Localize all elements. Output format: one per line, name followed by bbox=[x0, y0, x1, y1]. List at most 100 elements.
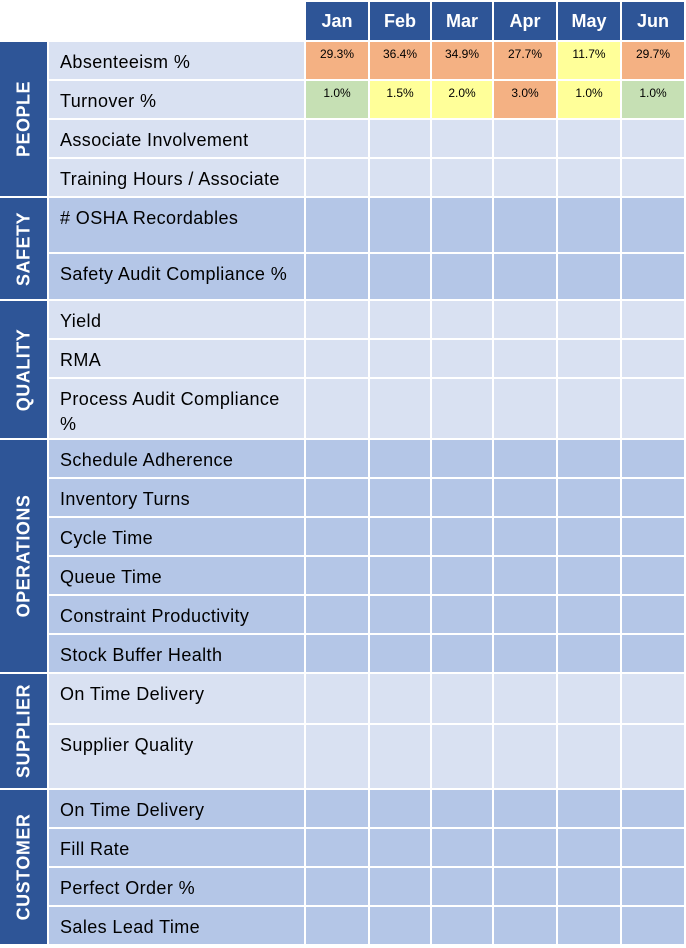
value-cell-apr bbox=[494, 198, 558, 254]
value-cell-jun bbox=[622, 557, 686, 596]
value-cell-may bbox=[558, 198, 622, 254]
value-cell-mar bbox=[432, 198, 494, 254]
value-cell-mar bbox=[432, 596, 494, 635]
value-cell-jan bbox=[306, 635, 370, 674]
value-cell-apr bbox=[494, 674, 558, 725]
value-cell-apr bbox=[494, 829, 558, 868]
value-cell-feb bbox=[370, 868, 432, 907]
metric-label: Queue Time bbox=[49, 557, 306, 596]
value-cell-mar bbox=[432, 725, 494, 790]
value-cell-jun bbox=[622, 518, 686, 557]
value-cell-feb bbox=[370, 254, 432, 301]
value-cell-jan bbox=[306, 301, 370, 340]
month-header-apr: Apr bbox=[494, 2, 558, 42]
value-cell-jun bbox=[622, 159, 686, 198]
value-cell-jan bbox=[306, 479, 370, 518]
value-cell-may bbox=[558, 379, 622, 440]
value-cell-jun bbox=[622, 674, 686, 725]
value-cell-feb bbox=[370, 790, 432, 829]
metric-label: Supplier Quality bbox=[49, 725, 306, 790]
value-cell-may bbox=[558, 440, 622, 479]
value-cell-feb bbox=[370, 725, 432, 790]
metric-label: Turnover % bbox=[49, 81, 306, 120]
value-cell-jun bbox=[622, 790, 686, 829]
value-cell-mar: 34.9% bbox=[432, 42, 494, 81]
metric-label: Constraint Productivity bbox=[49, 596, 306, 635]
month-header-mar: Mar bbox=[432, 2, 494, 42]
metric-label: RMA bbox=[49, 340, 306, 379]
metric-label: On Time Delivery bbox=[49, 674, 306, 725]
value-cell-feb bbox=[370, 674, 432, 725]
value-cell-apr: 3.0% bbox=[494, 81, 558, 120]
metric-label: Stock Buffer Health bbox=[49, 635, 306, 674]
value-cell-may bbox=[558, 518, 622, 557]
category-label: PEOPLE bbox=[13, 80, 33, 158]
value-cell-jan: 1.0% bbox=[306, 81, 370, 120]
value-cell-apr bbox=[494, 868, 558, 907]
value-cell-jun bbox=[622, 379, 686, 440]
value-cell-may bbox=[558, 674, 622, 725]
value-cell-jun bbox=[622, 340, 686, 379]
value-cell-mar bbox=[432, 379, 494, 440]
category-label: SUPPLIER bbox=[13, 683, 33, 779]
value-cell-jan bbox=[306, 790, 370, 829]
value-cell-feb bbox=[370, 120, 432, 159]
category-label: SAFETY bbox=[13, 211, 33, 286]
value-cell-feb bbox=[370, 340, 432, 379]
metric-label: Sales Lead Time bbox=[49, 907, 306, 946]
value-cell-jun: 1.0% bbox=[622, 81, 686, 120]
value-cell-apr bbox=[494, 790, 558, 829]
value-cell-apr bbox=[494, 518, 558, 557]
value-cell-mar bbox=[432, 907, 494, 946]
metric-label: Training Hours / Associate bbox=[49, 159, 306, 198]
metric-label: Safety Audit Compliance % bbox=[49, 254, 306, 301]
value-cell-jan: 29.3% bbox=[306, 42, 370, 81]
value-cell-jan bbox=[306, 518, 370, 557]
value-cell-apr bbox=[494, 440, 558, 479]
value-cell-jan bbox=[306, 725, 370, 790]
metric-label: Associate Involvement bbox=[49, 120, 306, 159]
value-cell-may: 11.7% bbox=[558, 42, 622, 81]
month-header-jan: Jan bbox=[306, 2, 370, 42]
value-cell-apr bbox=[494, 479, 558, 518]
month-header-feb: Feb bbox=[370, 2, 432, 42]
value-cell-feb bbox=[370, 159, 432, 198]
value-cell-feb bbox=[370, 379, 432, 440]
value-cell-apr bbox=[494, 725, 558, 790]
value-cell-may bbox=[558, 829, 622, 868]
value-cell-jun bbox=[622, 198, 686, 254]
value-cell-mar bbox=[432, 340, 494, 379]
value-cell-may bbox=[558, 725, 622, 790]
value-cell-jan bbox=[306, 120, 370, 159]
value-cell-jan bbox=[306, 868, 370, 907]
value-cell-jun bbox=[622, 301, 686, 340]
value-cell-apr bbox=[494, 340, 558, 379]
value-cell-jun bbox=[622, 120, 686, 159]
value-cell-mar bbox=[432, 159, 494, 198]
value-cell-mar bbox=[432, 301, 494, 340]
value-cell-feb: 1.5% bbox=[370, 81, 432, 120]
value-cell-may bbox=[558, 254, 622, 301]
value-cell-jun bbox=[622, 440, 686, 479]
value-cell-jan bbox=[306, 379, 370, 440]
metric-label: Inventory Turns bbox=[49, 479, 306, 518]
value-cell-jan bbox=[306, 198, 370, 254]
value-cell-mar bbox=[432, 868, 494, 907]
value-cell-apr bbox=[494, 254, 558, 301]
value-cell-feb bbox=[370, 301, 432, 340]
month-header-jun: Jun bbox=[622, 2, 686, 42]
value-cell-feb bbox=[370, 829, 432, 868]
value-cell-apr bbox=[494, 907, 558, 946]
value-cell-jan bbox=[306, 674, 370, 725]
value-cell-may bbox=[558, 479, 622, 518]
metric-label: Process Audit Compliance % bbox=[49, 379, 306, 440]
value-cell-feb bbox=[370, 440, 432, 479]
category-band-supplier: SUPPLIER bbox=[0, 674, 49, 790]
value-cell-jan bbox=[306, 254, 370, 301]
value-cell-may bbox=[558, 635, 622, 674]
value-cell-jan bbox=[306, 159, 370, 198]
value-cell-jun bbox=[622, 254, 686, 301]
value-cell-may bbox=[558, 868, 622, 907]
value-cell-jan bbox=[306, 829, 370, 868]
